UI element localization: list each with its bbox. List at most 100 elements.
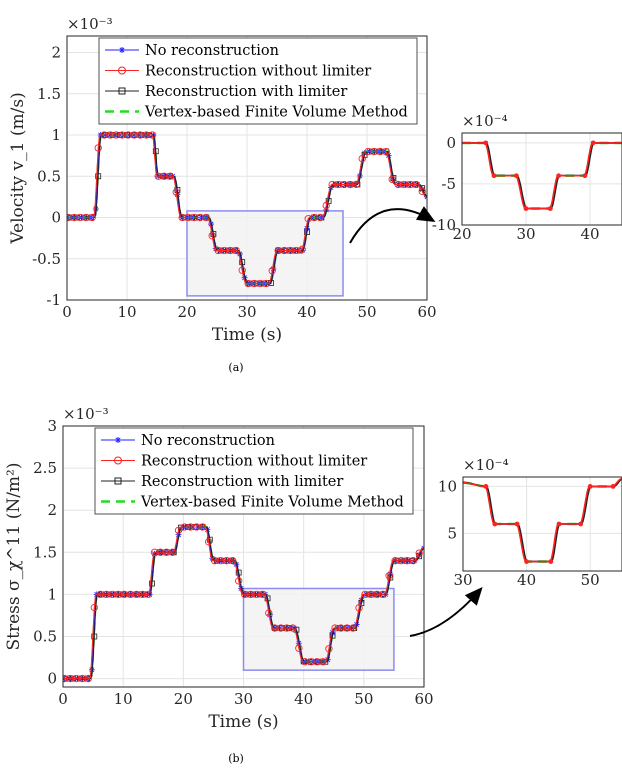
axes-frame (62, 425, 425, 688)
marker-star (356, 172, 363, 179)
marker-circle (379, 590, 387, 599)
x-tick-label: 60 (417, 303, 436, 321)
x-tick-label: 10 (117, 303, 136, 321)
marker-circle (262, 279, 270, 288)
legend-marker (114, 456, 122, 465)
y-tick-label: 0.5 (37, 167, 61, 185)
y-tick-label: 2.5 (33, 459, 57, 477)
marker-circle (289, 624, 297, 632)
marker-circle (198, 523, 207, 531)
marker-square (264, 595, 271, 602)
marker-circle (298, 245, 306, 253)
series-line-reconstruction-without-limiter (67, 134, 427, 284)
marker-circle (325, 645, 333, 653)
axis-exponent: ×10⁻⁴ (462, 112, 508, 130)
marker-star (175, 531, 182, 538)
marker-dot (483, 484, 489, 489)
x-tick-label: 30 (237, 303, 256, 321)
x-axis-label: Time (s) (208, 712, 278, 732)
marker-square (235, 569, 242, 576)
axes-frame (66, 35, 428, 301)
marker-circle (319, 658, 327, 666)
marker-dot (492, 521, 498, 527)
marker-circle (238, 266, 246, 274)
marker-circle (174, 526, 183, 535)
marker-square (293, 626, 300, 633)
y-tick-label: 0 (446, 134, 456, 152)
marker-dot (548, 559, 554, 564)
x-tick-label: 20 (174, 690, 193, 708)
marker-dot (491, 173, 497, 179)
marker-circle (412, 180, 420, 189)
marker-star (174, 191, 181, 198)
marker-circle (358, 154, 366, 163)
marker-circle (259, 590, 267, 599)
marker-square (152, 148, 159, 155)
y-tick-label: 5 (447, 524, 457, 542)
y-tick-label: -0.5 (32, 250, 61, 268)
marker-circle (94, 144, 102, 152)
x-tick-label: 50 (357, 303, 376, 321)
y-tick-label: 2 (51, 44, 61, 62)
y-tick-label: -10 (432, 216, 456, 234)
marker-circle (352, 180, 360, 189)
marker-circle (322, 201, 330, 210)
legend-marker (118, 87, 126, 95)
y-tick-label: -1 (46, 291, 61, 309)
marker-dot (556, 173, 562, 179)
marker-circle (90, 603, 98, 612)
marker-dot (547, 206, 553, 211)
y-tick-label: 2 (47, 501, 57, 519)
x-tick-label: 10 (114, 690, 133, 708)
y-axis-label: Velocity v_1 (m/s) (8, 92, 28, 244)
x-tick-label: 0 (58, 690, 68, 708)
x-tick-label: 60 (414, 690, 433, 708)
zoom-arrow-b (409, 586, 483, 637)
axis-exponent: ×10⁻³ (63, 405, 109, 423)
chart-b-stress: No reconstruction Reconstruction without … (4, 405, 434, 732)
marker-dot (587, 484, 593, 489)
legend-marker (119, 47, 125, 53)
legend: No reconstruction Reconstruction without … (98, 37, 418, 125)
x-tick-label: 30 (453, 571, 472, 589)
x-tick-label: 50 (581, 571, 600, 589)
y-tick-label: 1 (47, 585, 57, 603)
marker-star (270, 265, 277, 272)
marker-square (149, 580, 155, 587)
legend-label: Reconstruction without limiter (141, 454, 367, 470)
legend-marker (114, 477, 122, 485)
marker-circle (388, 175, 396, 183)
marker-square (387, 574, 394, 581)
marker-square (210, 231, 217, 237)
chart-a-inset: 20 30 40 -10 -5 0 ×10⁻⁴ (432, 112, 622, 243)
y-tick-label: 3 (47, 417, 57, 435)
x-tick-label: 0 (62, 303, 72, 321)
marker-dot (523, 206, 529, 211)
marker-circle (229, 557, 237, 565)
marker-square (304, 229, 310, 235)
marker-square (390, 175, 397, 181)
x-tick-label: 40 (517, 571, 536, 589)
marker-star (88, 666, 95, 673)
marker-circle (295, 644, 303, 652)
caption-b: (b) (228, 752, 244, 765)
marker-dot (610, 484, 616, 489)
legend-label: Reconstruction with limiter (141, 474, 343, 490)
legend: No reconstruction Reconstruction without … (94, 427, 414, 515)
marker-circle (265, 609, 273, 617)
marker-circle (204, 538, 213, 546)
marker-circle (232, 246, 240, 255)
marker-circle (268, 267, 276, 275)
legend-label: No reconstruction (141, 433, 275, 449)
marker-circle (355, 604, 363, 612)
marker-star (266, 611, 273, 618)
legend-label: Reconstruction with limiter (145, 84, 347, 100)
x-tick-label: 30 (234, 690, 253, 708)
marker-star (419, 186, 426, 193)
marker-star (241, 274, 248, 281)
chart-a-velocity: No reconstruction Reconstruction without … (8, 15, 437, 345)
marker-circle (84, 674, 92, 683)
marker-dot (514, 173, 519, 179)
marker-dot (514, 521, 520, 527)
